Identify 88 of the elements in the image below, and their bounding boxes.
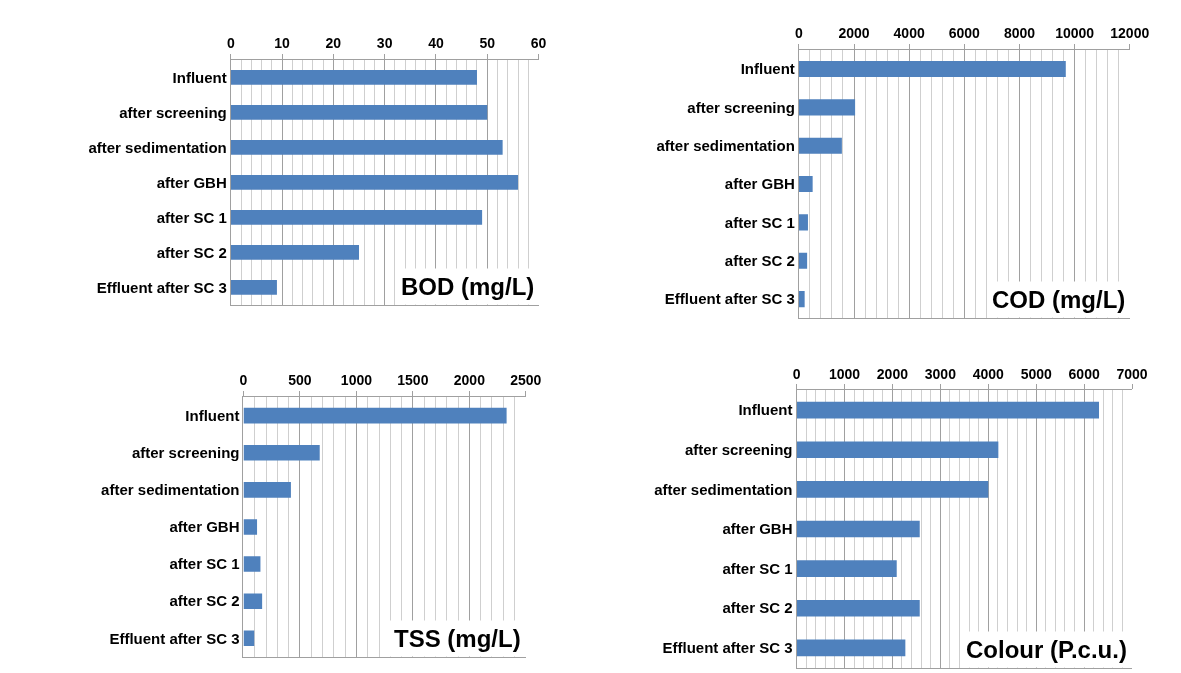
x-tick-label: 0 [794, 25, 803, 42]
bar [243, 407, 507, 424]
x-tick-label: 1500 [397, 372, 429, 389]
x-tick-label: 10 [274, 35, 291, 52]
y-tick-label: after SC 1 [722, 559, 793, 577]
bar [243, 444, 320, 461]
x-tick-label: 12000 [1110, 25, 1150, 42]
y-tick-label: after screening [119, 103, 227, 121]
bar [798, 214, 808, 231]
text: BOD (mg/L) [401, 273, 535, 300]
x-tick-label: 2000 [453, 372, 486, 389]
y-tick-label: after GBH [156, 173, 227, 191]
x-tick-label: 1000 [828, 365, 861, 382]
bar [243, 630, 255, 647]
y-tick-label: Effluent after SC 3 [662, 639, 793, 657]
x-tick-label: 0 [239, 372, 248, 389]
x-tick-label: 30 [376, 35, 393, 52]
x-tick-label: 500 [288, 372, 312, 389]
y-tick-label: after GBH [722, 520, 793, 538]
y-tick-label: Influent [185, 406, 240, 424]
y-tick-label: Influent [738, 401, 793, 419]
y-tick-label: after sedimentation [88, 138, 227, 156]
y-tick-label: after SC 1 [724, 213, 795, 231]
x-tick-label: 8000 [1003, 25, 1036, 42]
x-tick-label: 6000 [948, 25, 981, 42]
bar [230, 140, 503, 155]
text: Colour (P.c.u.) [966, 636, 1127, 663]
y-tick-label: after SC 1 [169, 555, 240, 573]
x-tick-label: 60 [530, 35, 547, 52]
y-tick-label: after sedimentation [656, 136, 795, 154]
bar [796, 441, 999, 459]
x-tick-label: 20 [325, 35, 342, 52]
y-tick-label: after screening [687, 98, 795, 116]
bar [243, 556, 261, 572]
y-tick-label: after SC 1 [156, 208, 227, 226]
x-tick-label: 3000 [924, 365, 957, 382]
bar [230, 105, 488, 120]
x-tick-label: 4000 [893, 25, 925, 42]
text: TSS (mg/L) [394, 625, 521, 652]
bar [230, 70, 477, 85]
bar [243, 482, 291, 498]
bar [230, 245, 359, 260]
y-tick-label: after screening [685, 441, 793, 459]
bar [796, 481, 989, 498]
bar [230, 175, 519, 190]
x-tick-label: 40 [428, 35, 444, 52]
y-tick-label: after sedimentation [101, 481, 240, 499]
bar [243, 593, 263, 609]
y-tick-label: Effluent after SC 3 [109, 629, 240, 647]
y-tick-label: after GBH [169, 518, 240, 536]
x-tick-label: 0 [226, 35, 235, 52]
x-tick-label: 4000 [972, 365, 1005, 382]
bar [796, 520, 920, 538]
bar [798, 176, 813, 193]
x-tick-label: 2000 [838, 25, 870, 42]
y-tick-label: after SC 2 [724, 252, 795, 270]
y-tick-label: after GBH [724, 175, 795, 193]
x-tick-label: 10000 [1055, 25, 1095, 42]
x-tick-label: 0 [792, 365, 801, 382]
x-tick-label: 2000 [876, 365, 909, 382]
y-tick-label: after SC 2 [722, 599, 793, 617]
x-tick-label: 7000 [1116, 365, 1148, 382]
bar [798, 99, 856, 116]
x-tick-label: 6000 [1068, 365, 1100, 382]
bar [796, 560, 897, 577]
bar [796, 401, 1099, 419]
y-tick-label: Influent [740, 60, 795, 78]
bar [798, 291, 805, 308]
bar [796, 639, 906, 657]
bar [798, 60, 1066, 78]
bar [798, 137, 842, 154]
y-tick-label: after SC 2 [169, 592, 240, 610]
y-tick-label: Influent [172, 68, 227, 86]
bar [796, 599, 920, 617]
x-tick-label: 1000 [340, 372, 373, 389]
y-tick-label: after screening [131, 443, 240, 461]
y-tick-label: after sedimentation [654, 480, 793, 498]
y-tick-label: after SC 2 [156, 243, 227, 261]
bar [230, 280, 277, 295]
x-tick-label: 50 [479, 35, 496, 52]
bar [243, 519, 258, 535]
bar [798, 252, 808, 269]
x-tick-label: 2500 [510, 372, 542, 389]
y-tick-label: Effluent after SC 3 [96, 278, 227, 296]
y-tick-label: Effluent after SC 3 [664, 290, 795, 308]
x-tick-label: 5000 [1020, 365, 1052, 382]
bar [230, 210, 483, 225]
text: COD (mg/L) [992, 286, 1126, 313]
